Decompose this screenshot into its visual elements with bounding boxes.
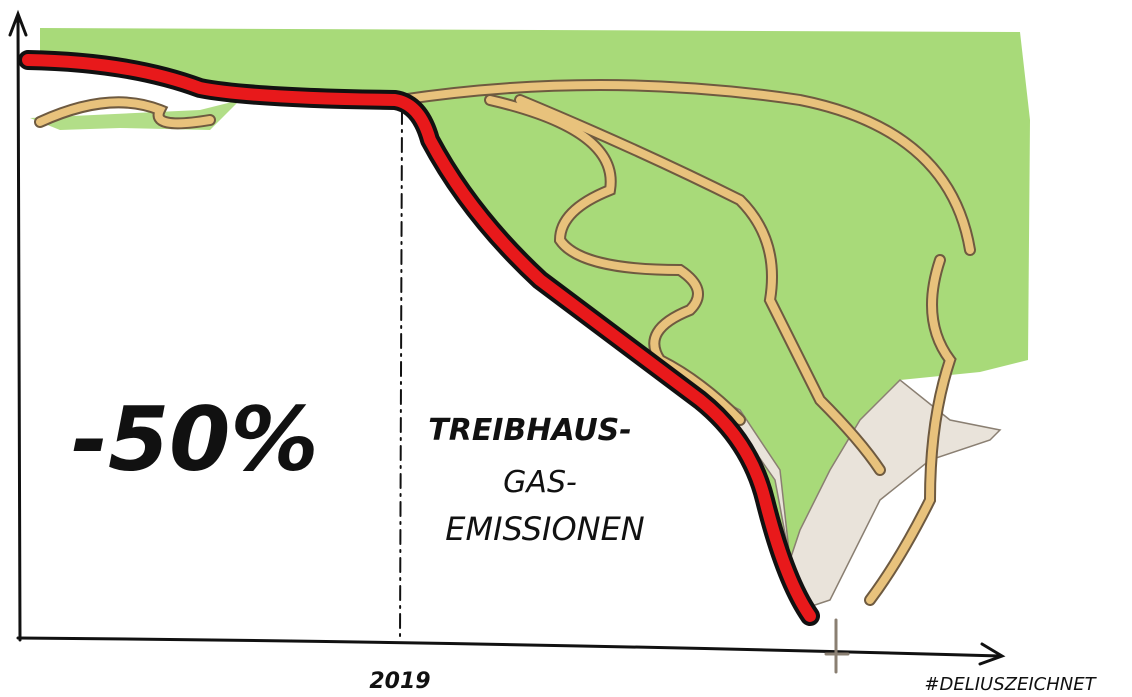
big-number: -50% [71, 388, 318, 491]
body: -50% TREIBHAUS- GAS- EMISSIONEN 2019 #DE… [0, 0, 1132, 697]
annotation-line: TREIBHAUS- [428, 413, 631, 448]
cross [826, 620, 848, 672]
signature: #DELIUSZEICHNET [924, 674, 1097, 695]
year-marker [400, 110, 402, 640]
x-axis [18, 638, 1000, 656]
y-axis [18, 18, 20, 640]
annotation-line: EMISSIONEN [445, 510, 645, 548]
x-arrow [980, 644, 1002, 664]
page: Treibhausgasemissionen {"labels": {"big_… [0, 0, 1132, 697]
illustration: -50% TREIBHAUS- GAS- EMISSIONEN 2019 #DE… [0, 0, 1132, 697]
annotation-line: GAS- [503, 465, 577, 500]
year-label: 2019 [369, 669, 430, 694]
